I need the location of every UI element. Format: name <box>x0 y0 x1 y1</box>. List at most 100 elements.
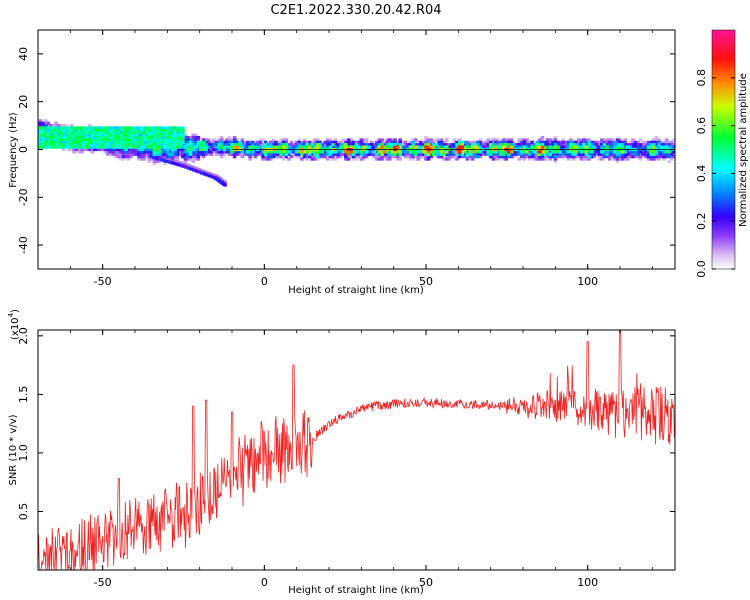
heatmap-cell <box>429 152 433 156</box>
heatmap-cell <box>312 152 317 156</box>
heatmap-cell <box>276 143 281 147</box>
heatmap-cell <box>100 135 105 140</box>
heatmap-cell <box>118 131 123 135</box>
heatmap-cell <box>77 135 82 140</box>
heatmap-cell <box>124 145 128 149</box>
heatmap-cell <box>175 143 180 147</box>
heatmap-cell <box>569 143 573 147</box>
heatmap-cell <box>607 143 612 147</box>
heatmap-cell <box>261 138 265 142</box>
heatmap-cell <box>113 145 118 149</box>
snr-ytick-label: 1.5 <box>17 386 30 404</box>
heatmap-cell <box>98 133 102 137</box>
heatmap-cell <box>530 140 534 144</box>
heatmap-cell <box>250 145 255 149</box>
heatmap-cell <box>139 135 144 140</box>
heatmap-cell <box>354 150 358 154</box>
heatmap-cell <box>522 155 527 159</box>
heatmap-cell <box>188 157 193 161</box>
heatmap-cell <box>209 147 214 152</box>
heatmap-cell <box>100 133 105 137</box>
heatmap-cell <box>610 150 615 154</box>
heatmap-cell <box>144 143 149 147</box>
heatmap-cell <box>470 155 475 159</box>
heatmap-cell <box>561 152 565 156</box>
heatmap-cell <box>576 150 581 154</box>
heatmap-cell <box>186 150 190 154</box>
heatmap-cell <box>382 150 387 154</box>
heatmap-cell <box>669 157 674 161</box>
heatmap-cell <box>175 128 180 132</box>
heatmap-cell <box>610 155 615 159</box>
heatmap-cell <box>165 128 170 132</box>
heatmap-cell <box>375 150 379 154</box>
heatmap-cell <box>201 147 206 152</box>
heatmap-cell <box>289 143 294 147</box>
heatmap-cell <box>62 126 66 130</box>
heatmap-cell <box>175 162 179 166</box>
heatmap-cell <box>470 150 475 154</box>
heatmap-cell <box>398 145 402 149</box>
heatmap-cell <box>59 131 64 135</box>
heatmap-cell <box>333 138 338 142</box>
heatmap-cell <box>589 150 594 154</box>
heatmap-cell <box>651 143 656 147</box>
heatmap-cell <box>341 150 346 154</box>
heatmap-cell <box>173 152 177 156</box>
heatmap-cell <box>173 138 177 142</box>
heatmap-cell <box>43 135 48 140</box>
colorbar-tick-label: 0.6 <box>695 117 708 135</box>
heatmap-cell <box>527 155 532 159</box>
heatmap-cell <box>444 145 449 149</box>
heatmap-cell <box>571 143 576 147</box>
heatmap-cell <box>468 150 472 154</box>
heatmap-cell <box>137 143 141 147</box>
heatmap-cell <box>62 133 66 137</box>
heatmap-cell <box>274 152 278 156</box>
heatmap-cell <box>514 143 519 147</box>
heatmap-cell <box>307 152 312 156</box>
heatmap-cell <box>204 138 208 142</box>
heatmap-cell <box>473 150 477 154</box>
heatmap-cell <box>450 155 454 159</box>
heatmap-cell <box>269 157 273 161</box>
heatmap-cell <box>165 126 170 130</box>
heatmap-cell <box>204 145 208 149</box>
heatmap-cell <box>297 150 302 154</box>
heatmap-cell <box>426 152 431 156</box>
heatmap-cell <box>561 145 565 149</box>
heatmap-cell <box>421 145 426 149</box>
heatmap-cell <box>413 138 418 142</box>
heatmap-cell <box>134 152 139 156</box>
heatmap-cell <box>385 145 390 149</box>
heatmap-cell <box>393 150 397 154</box>
heatmap-cell <box>90 140 95 144</box>
heatmap-cell <box>669 143 674 147</box>
heatmap-cell <box>553 150 558 154</box>
heatmap-cell <box>90 126 95 130</box>
heatmap-cell <box>188 143 193 147</box>
heatmap-cell <box>113 140 118 144</box>
heatmap-cell <box>331 155 335 159</box>
heatmap-cell <box>59 138 64 142</box>
svg-text:(x104): (x104) <box>7 309 21 340</box>
heatmap-cell <box>121 147 126 152</box>
heatmap-cell <box>197 167 201 172</box>
heatmap-cell <box>150 157 154 161</box>
heatmap-cell <box>325 152 330 156</box>
heatmap-cell <box>131 152 136 156</box>
heatmap-cell <box>478 150 483 154</box>
heatmap-cell <box>403 145 408 149</box>
heatmap-cell <box>131 135 136 140</box>
heatmap-cell <box>380 138 384 142</box>
heatmap-cell <box>375 140 379 144</box>
heatmap-cell <box>605 145 609 149</box>
heatmap-cell <box>168 145 172 149</box>
heatmap-cell <box>504 143 509 147</box>
heatmap-cell <box>111 145 115 149</box>
heatmap-cell <box>269 145 273 149</box>
heatmap-cell <box>82 145 87 149</box>
heatmap-cell <box>377 157 382 161</box>
heatmap-cell <box>452 138 457 142</box>
heatmap-cell <box>297 152 302 156</box>
